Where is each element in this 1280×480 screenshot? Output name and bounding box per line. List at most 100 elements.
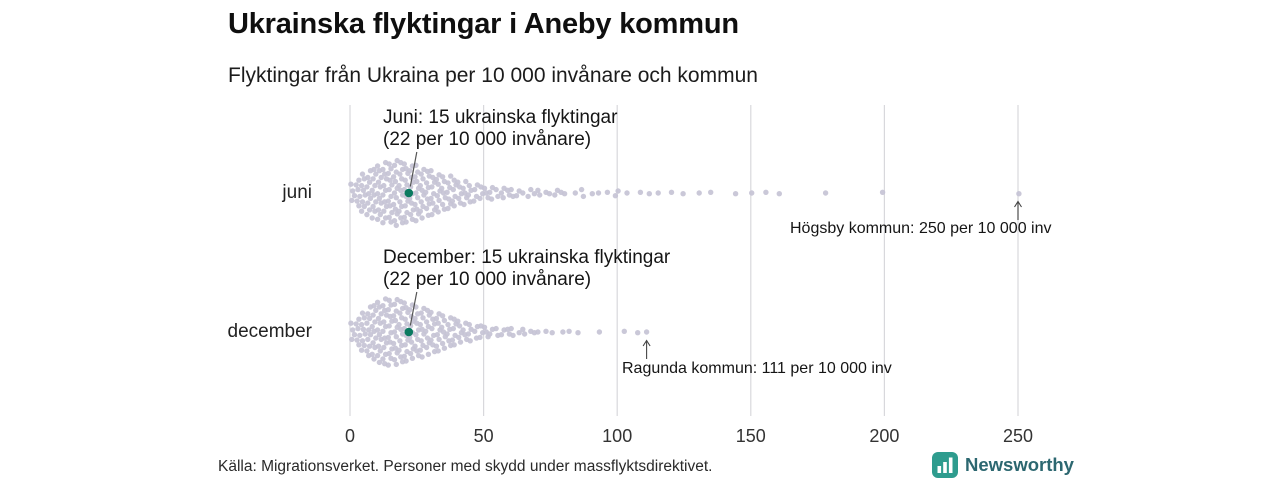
swarm-point (428, 195, 434, 202)
swarm-point (397, 171, 403, 177)
swarm-point (444, 331, 450, 337)
swarm-point (451, 342, 457, 348)
swarm-point (362, 331, 368, 337)
swarm-point (360, 187, 367, 193)
swarm-point (380, 192, 386, 198)
swarm-point (407, 184, 414, 190)
swarm-point (366, 179, 373, 185)
swarm-point (367, 195, 374, 202)
swarm-point (412, 201, 418, 208)
annotation-ragunda-outlier: Ragunda kommun: 111 per 10 000 inv (622, 360, 892, 377)
swarm-point (433, 343, 440, 349)
swarm-point (457, 339, 464, 345)
swarm-point (520, 190, 526, 196)
swarm-point (385, 307, 391, 313)
swarm-point (348, 320, 354, 326)
swarm-point (364, 320, 370, 326)
swarm-point (402, 342, 408, 348)
swarm-point (423, 328, 429, 334)
swarm-point (528, 186, 534, 193)
swarm-point (407, 350, 414, 357)
swarm-point (413, 190, 419, 196)
swarm-point (430, 200, 436, 206)
swarm-point (387, 177, 393, 183)
swarm-point (380, 328, 386, 334)
swarm-point (488, 196, 495, 202)
swarm-point (358, 182, 365, 189)
swarm-point (635, 330, 641, 336)
swarm-point (560, 329, 566, 335)
swarm-point (580, 193, 587, 200)
swarm-point (451, 203, 457, 209)
swarm-point (441, 317, 448, 324)
x-tick-label: 150 (736, 426, 766, 446)
swarm-point (391, 357, 398, 363)
swarm-point (419, 215, 425, 221)
swarm-point (385, 198, 391, 204)
swarm-point (423, 344, 430, 351)
swarm-point (572, 190, 578, 196)
swarm-point (407, 211, 414, 218)
swarm-point (351, 193, 358, 199)
swarm-point (439, 313, 446, 319)
swarm-point (354, 198, 360, 204)
swarm-point (386, 297, 392, 303)
swarm-point (407, 307, 413, 313)
swarm-point (433, 315, 440, 322)
swarm-point (429, 325, 435, 332)
swarm-point (537, 192, 543, 198)
swarm-point (409, 355, 416, 361)
swarm-point (392, 317, 399, 324)
swarm-point (374, 191, 381, 197)
swarm-point (371, 166, 377, 173)
swarm-point (465, 331, 472, 337)
x-tick-label: 100 (602, 426, 632, 446)
swarm-point (381, 182, 387, 189)
swarm-point (561, 191, 568, 197)
swarm-point (385, 362, 391, 368)
swarm-point (418, 171, 424, 177)
swarm-point (403, 219, 409, 225)
swarm-point (441, 345, 448, 351)
swarm-point (401, 161, 407, 167)
swarm-point (708, 189, 714, 195)
swarm-point (393, 195, 399, 201)
swarm-point (549, 330, 555, 336)
newsworthy-label: Newsworthy (965, 454, 1074, 475)
swarm-point (531, 191, 538, 197)
swarm-point (435, 181, 441, 187)
swarm-point (433, 176, 440, 183)
swarm-point (375, 343, 382, 349)
swarm-point (349, 197, 355, 204)
swarm-point (390, 313, 397, 319)
swarm-point (356, 177, 362, 183)
swarm-point (369, 323, 375, 330)
highlight-point (404, 188, 414, 198)
swarm-point (516, 330, 522, 336)
swarm-point (763, 189, 769, 195)
swarm-point (414, 178, 420, 185)
swarm-point (429, 184, 435, 190)
swarm-point (355, 325, 361, 332)
swarm-point (359, 171, 366, 177)
swarm-point (696, 190, 702, 196)
swarm-point (389, 182, 395, 188)
newsworthy-logo: Newsworthy (932, 452, 1074, 478)
swarm-point (391, 162, 398, 168)
swarm-point (353, 321, 359, 327)
swarm-point (374, 216, 381, 222)
annotation-juni-line1: Juni: 15 ukrainska flyktingar (383, 107, 618, 128)
swarm-point (428, 309, 434, 316)
swarm-point (520, 326, 526, 332)
swarm-point (374, 163, 381, 169)
swarm-point (402, 316, 408, 322)
swarm-point (525, 193, 531, 200)
swarm-point (366, 315, 373, 322)
chart-subtitle: Flyktingar från Ukraina per 10 000 invån… (228, 64, 758, 87)
row-label-juni: juni (282, 182, 312, 203)
swarm-point (374, 352, 381, 359)
swarm-point (643, 329, 650, 335)
swarm-point (436, 197, 442, 204)
swarm-point (386, 323, 392, 329)
swarm-point (396, 208, 402, 214)
